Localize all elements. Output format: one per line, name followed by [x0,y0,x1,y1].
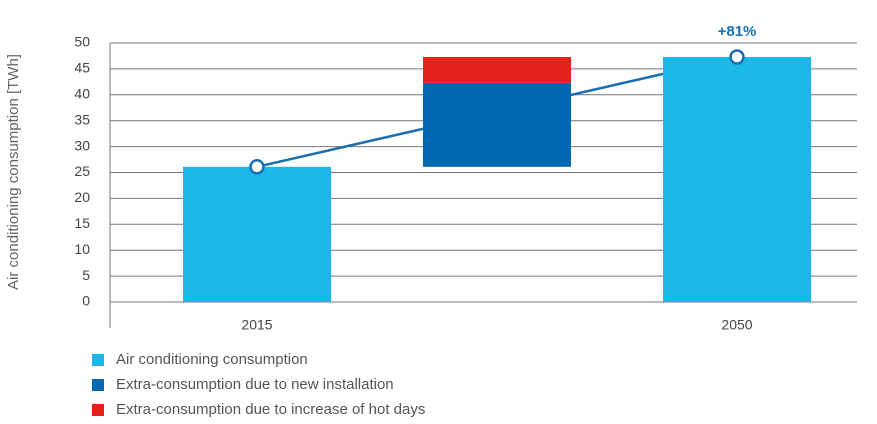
y-axis-label: Air conditioning consumption [TWh] [5,54,22,290]
x-tick-label: 2050 [721,317,752,333]
x-tick-label: 2015 [241,317,272,333]
line-marker [729,49,745,65]
y-tick-label: 10 [74,241,90,257]
legend-label: Extra-consumption due to new installatio… [116,376,394,393]
y-tick-label: 40 [74,86,90,102]
y-tick-label: 5 [82,267,90,283]
legend-swatch [92,354,104,366]
y-tick-label: 35 [74,111,90,127]
bar [423,56,571,83]
y-tick-label: 45 [74,60,90,76]
legend-label: Extra-consumption due to increase of hot… [116,401,425,418]
y-tick-label: 30 [74,137,90,153]
y-tick-label: 50 [74,34,90,50]
y-tick-label: 15 [74,215,90,231]
bar [183,166,331,302]
legend-swatch [92,379,104,391]
y-tick-label: 25 [74,163,90,179]
bar [423,82,571,167]
y-tick-label: 20 [74,189,90,205]
legend-swatch [92,404,104,416]
line-marker [249,159,265,175]
bar [663,56,811,303]
legend-label: Air conditioning consumption [116,351,308,368]
annotation: +81% [718,23,757,40]
y-tick-label: 0 [82,293,90,309]
